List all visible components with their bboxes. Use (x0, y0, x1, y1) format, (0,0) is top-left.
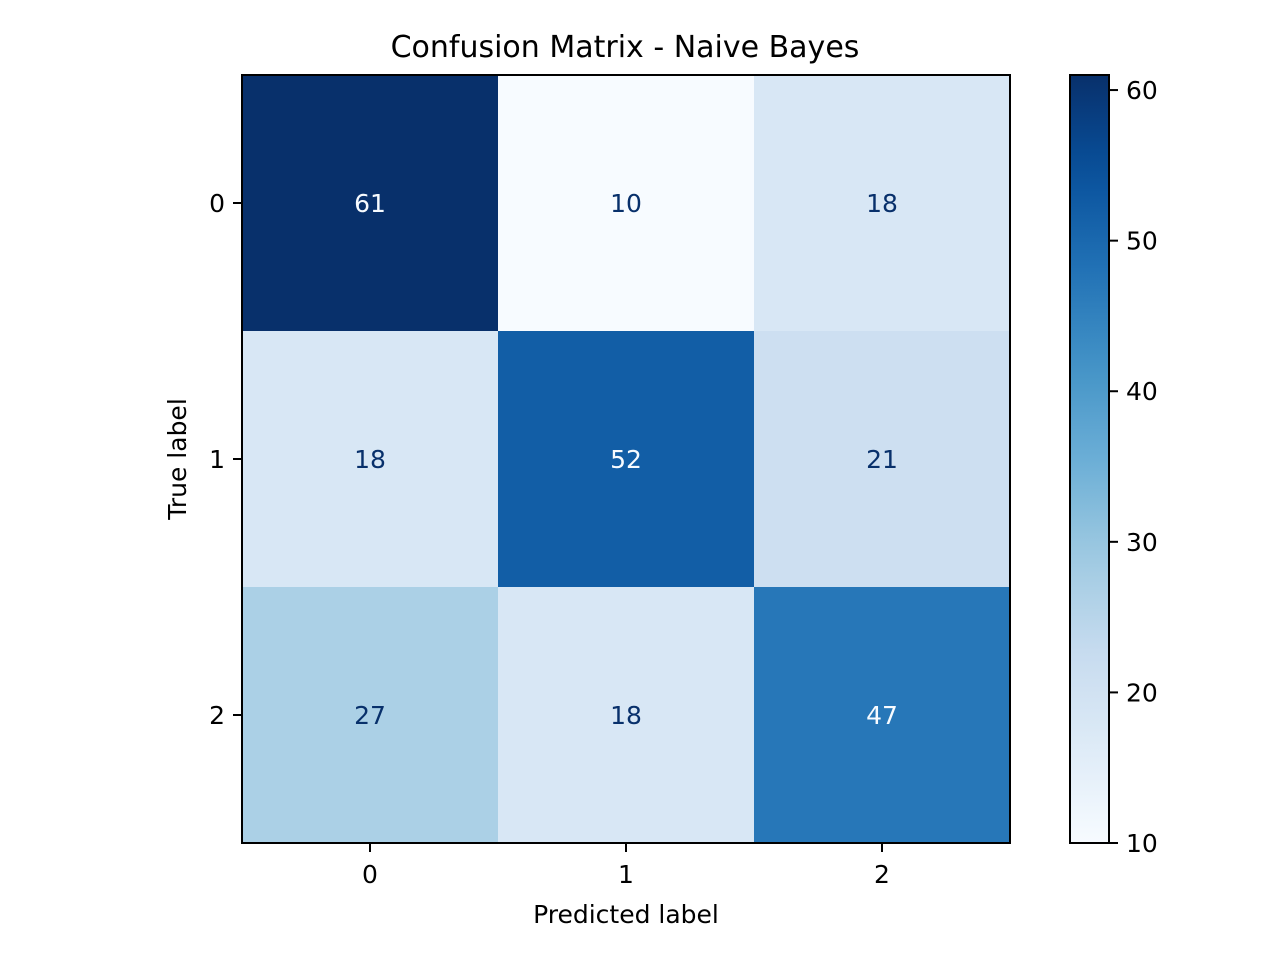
colorbar-tick-label-5: 60 (1126, 76, 1158, 105)
y-tick-label-1: 1 (209, 445, 225, 474)
cell-value-r2-c1: 18 (610, 701, 642, 730)
heatmap-cell-r1-c1 (498, 331, 755, 588)
x-axis-ticks: 0 1 2 (362, 843, 890, 889)
heatmap-cell-r2-c0 (242, 587, 499, 844)
y-axis-label: True label (163, 398, 192, 521)
heatmap-cell-r0-c0 (242, 75, 499, 332)
y-tick-label-0: 0 (209, 189, 225, 218)
cell-value-r1-c0: 18 (354, 445, 386, 474)
cell-value-r0-c0: 61 (354, 189, 386, 218)
heatmap-cells (242, 75, 1011, 844)
heatmap-cell-r2-c2 (754, 587, 1011, 844)
colorbar-ticks: 10 20 30 40 50 60 (1109, 76, 1158, 858)
cell-value-r2-c2: 47 (866, 701, 898, 730)
heatmap-cell-r1-c0 (242, 331, 499, 588)
x-axis-label: Predicted label (533, 900, 719, 929)
chart-title: Confusion Matrix - Naive Bayes (391, 30, 860, 65)
colorbar-tick-label-4: 50 (1126, 227, 1158, 256)
y-axis-ticks: 0 1 2 (209, 189, 242, 730)
cell-value-r1-c1: 52 (610, 445, 642, 474)
colorbar-tick-label-3: 40 (1126, 377, 1158, 406)
colorbar-tick-label-0: 10 (1126, 829, 1158, 858)
colorbar-tick-label-2: 30 (1126, 528, 1158, 557)
colorbar-tick-label-1: 20 (1126, 678, 1158, 707)
y-tick-label-2: 2 (209, 701, 225, 730)
cell-value-r1-c2: 21 (866, 445, 898, 474)
colorbar-frame (1069, 74, 1110, 844)
heatmap-cell-labels: 61 10 18 18 52 21 27 18 47 (354, 189, 898, 730)
cell-value-r0-c1: 10 (610, 189, 642, 218)
x-tick-label-1: 1 (618, 860, 634, 889)
heatmap-cell-r1-c2 (754, 331, 1011, 588)
heatmap-cell-r0-c1 (498, 75, 755, 332)
heatmap-cell-r0-c2 (754, 75, 1011, 332)
cell-value-r2-c0: 27 (354, 701, 386, 730)
heatmap-cell-r2-c1 (498, 587, 755, 844)
cell-value-r0-c2: 18 (866, 189, 898, 218)
colorbar (1070, 75, 1109, 843)
x-tick-label-0: 0 (362, 860, 378, 889)
x-tick-label-2: 2 (874, 860, 890, 889)
